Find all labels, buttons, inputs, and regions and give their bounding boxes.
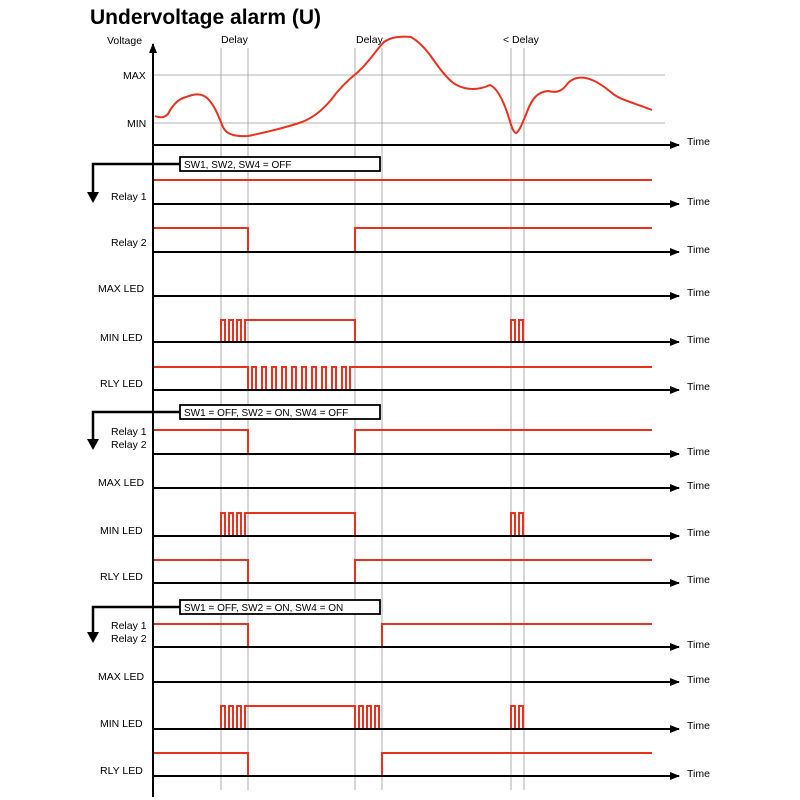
trace-label: MAX LED bbox=[98, 283, 145, 295]
trace-label: MIN LED bbox=[100, 332, 143, 344]
trace-label: MAX LED bbox=[98, 671, 145, 683]
config-pointer-head bbox=[87, 632, 99, 643]
time-label: Time bbox=[687, 527, 710, 539]
time-label: Time bbox=[687, 480, 710, 492]
signal-wave bbox=[153, 705, 652, 730]
signal-wave bbox=[153, 512, 652, 537]
delay-label-1: Delay bbox=[221, 34, 249, 46]
time-label: Time bbox=[687, 287, 710, 299]
trace-rly-led: RLY LED Time bbox=[100, 366, 710, 394]
time-label: Time bbox=[687, 446, 710, 458]
time-label: Time bbox=[687, 639, 710, 651]
time-label: Time bbox=[687, 720, 710, 732]
time-label: Time bbox=[687, 574, 710, 586]
config-label: SW1 = OFF, SW2 = ON, SW4 = ON bbox=[184, 603, 343, 614]
signal-wave bbox=[153, 366, 652, 391]
time-label: Time bbox=[687, 196, 710, 208]
trace-label: Relay 1 bbox=[111, 620, 147, 632]
trace-min-led: MIN LED Time bbox=[100, 512, 710, 540]
trace-rly-led: RLY LED Time bbox=[100, 559, 710, 587]
trace-relay-1: Relay 1 Time bbox=[111, 179, 710, 208]
time-label: Time bbox=[687, 244, 710, 256]
signal-wave bbox=[153, 429, 652, 455]
trace-min-led: MIN LED Time bbox=[100, 319, 710, 346]
trace-label-secondary: Relay 2 bbox=[111, 633, 147, 645]
trace-rly-led: RLY LED Time bbox=[100, 752, 710, 780]
trace-label: RLY LED bbox=[100, 765, 143, 777]
trace-relay-2: Relay 2 Time bbox=[111, 227, 710, 256]
time-label: Time bbox=[687, 768, 710, 780]
trace-label: RLY LED bbox=[100, 571, 143, 583]
min-label: MIN bbox=[127, 118, 146, 130]
trace-max-led: MAX LED Time bbox=[98, 671, 710, 686]
voltage-panel: Voltage MAX MIN Delay Delay < Delay Time bbox=[107, 34, 710, 149]
delay-label-2: Delay bbox=[356, 34, 384, 46]
signal-wave bbox=[153, 752, 652, 777]
config-pointer-head bbox=[87, 439, 99, 450]
config-label: SW1, SW2, SW4 = OFF bbox=[184, 160, 292, 171]
page-title: Undervoltage alarm (U) bbox=[90, 6, 321, 29]
signal-wave bbox=[153, 227, 652, 253]
trace-max-led: MAX LED Time bbox=[98, 477, 710, 492]
config-pointer bbox=[91, 410, 180, 441]
voltage-axis-label: Voltage bbox=[107, 35, 142, 47]
signal-wave bbox=[153, 623, 652, 648]
trace-relay-1-2: Relay 1 Relay 2 Time bbox=[111, 426, 710, 458]
trace-label: Relay 1 bbox=[111, 191, 147, 203]
signal-wave bbox=[153, 559, 652, 584]
section-3: SW1 = OFF, SW2 = ON, SW4 = ON Relay 1 Re… bbox=[87, 599, 710, 780]
voltage-curve bbox=[154, 35, 653, 138]
config-pointer bbox=[91, 605, 180, 634]
trace-label: Relay 1 bbox=[111, 426, 147, 438]
config-pointer-head bbox=[87, 192, 99, 203]
config-label: SW1 = OFF, SW2 = ON, SW4 = OFF bbox=[184, 408, 348, 419]
time-label: Time bbox=[687, 136, 710, 148]
time-label: Time bbox=[687, 334, 710, 346]
config-pointer bbox=[91, 162, 180, 194]
trace-min-led: MIN LED Time bbox=[100, 705, 710, 733]
trace-label: RLY LED bbox=[100, 378, 143, 390]
trace-max-led: MAX LED Time bbox=[98, 283, 710, 300]
delay-label-3: < Delay bbox=[503, 34, 540, 46]
max-label: MAX bbox=[123, 70, 146, 82]
section-1: SW1, SW2, SW4 = OFF Relay 1 Time Relay 2… bbox=[87, 156, 710, 394]
section-2: SW1 = OFF, SW2 = ON, SW4 = OFF Relay 1 R… bbox=[87, 404, 710, 587]
trace-label: Relay 2 bbox=[111, 237, 147, 249]
time-label: Time bbox=[687, 674, 710, 686]
trace-relay-1-2: Relay 1 Relay 2 Time bbox=[111, 620, 710, 651]
trace-label: MIN LED bbox=[100, 718, 143, 730]
signal-wave bbox=[153, 319, 652, 343]
trace-label: MIN LED bbox=[100, 525, 143, 537]
trace-label: MAX LED bbox=[98, 477, 145, 489]
trace-label-secondary: Relay 2 bbox=[111, 439, 147, 451]
time-label: Time bbox=[687, 381, 710, 393]
